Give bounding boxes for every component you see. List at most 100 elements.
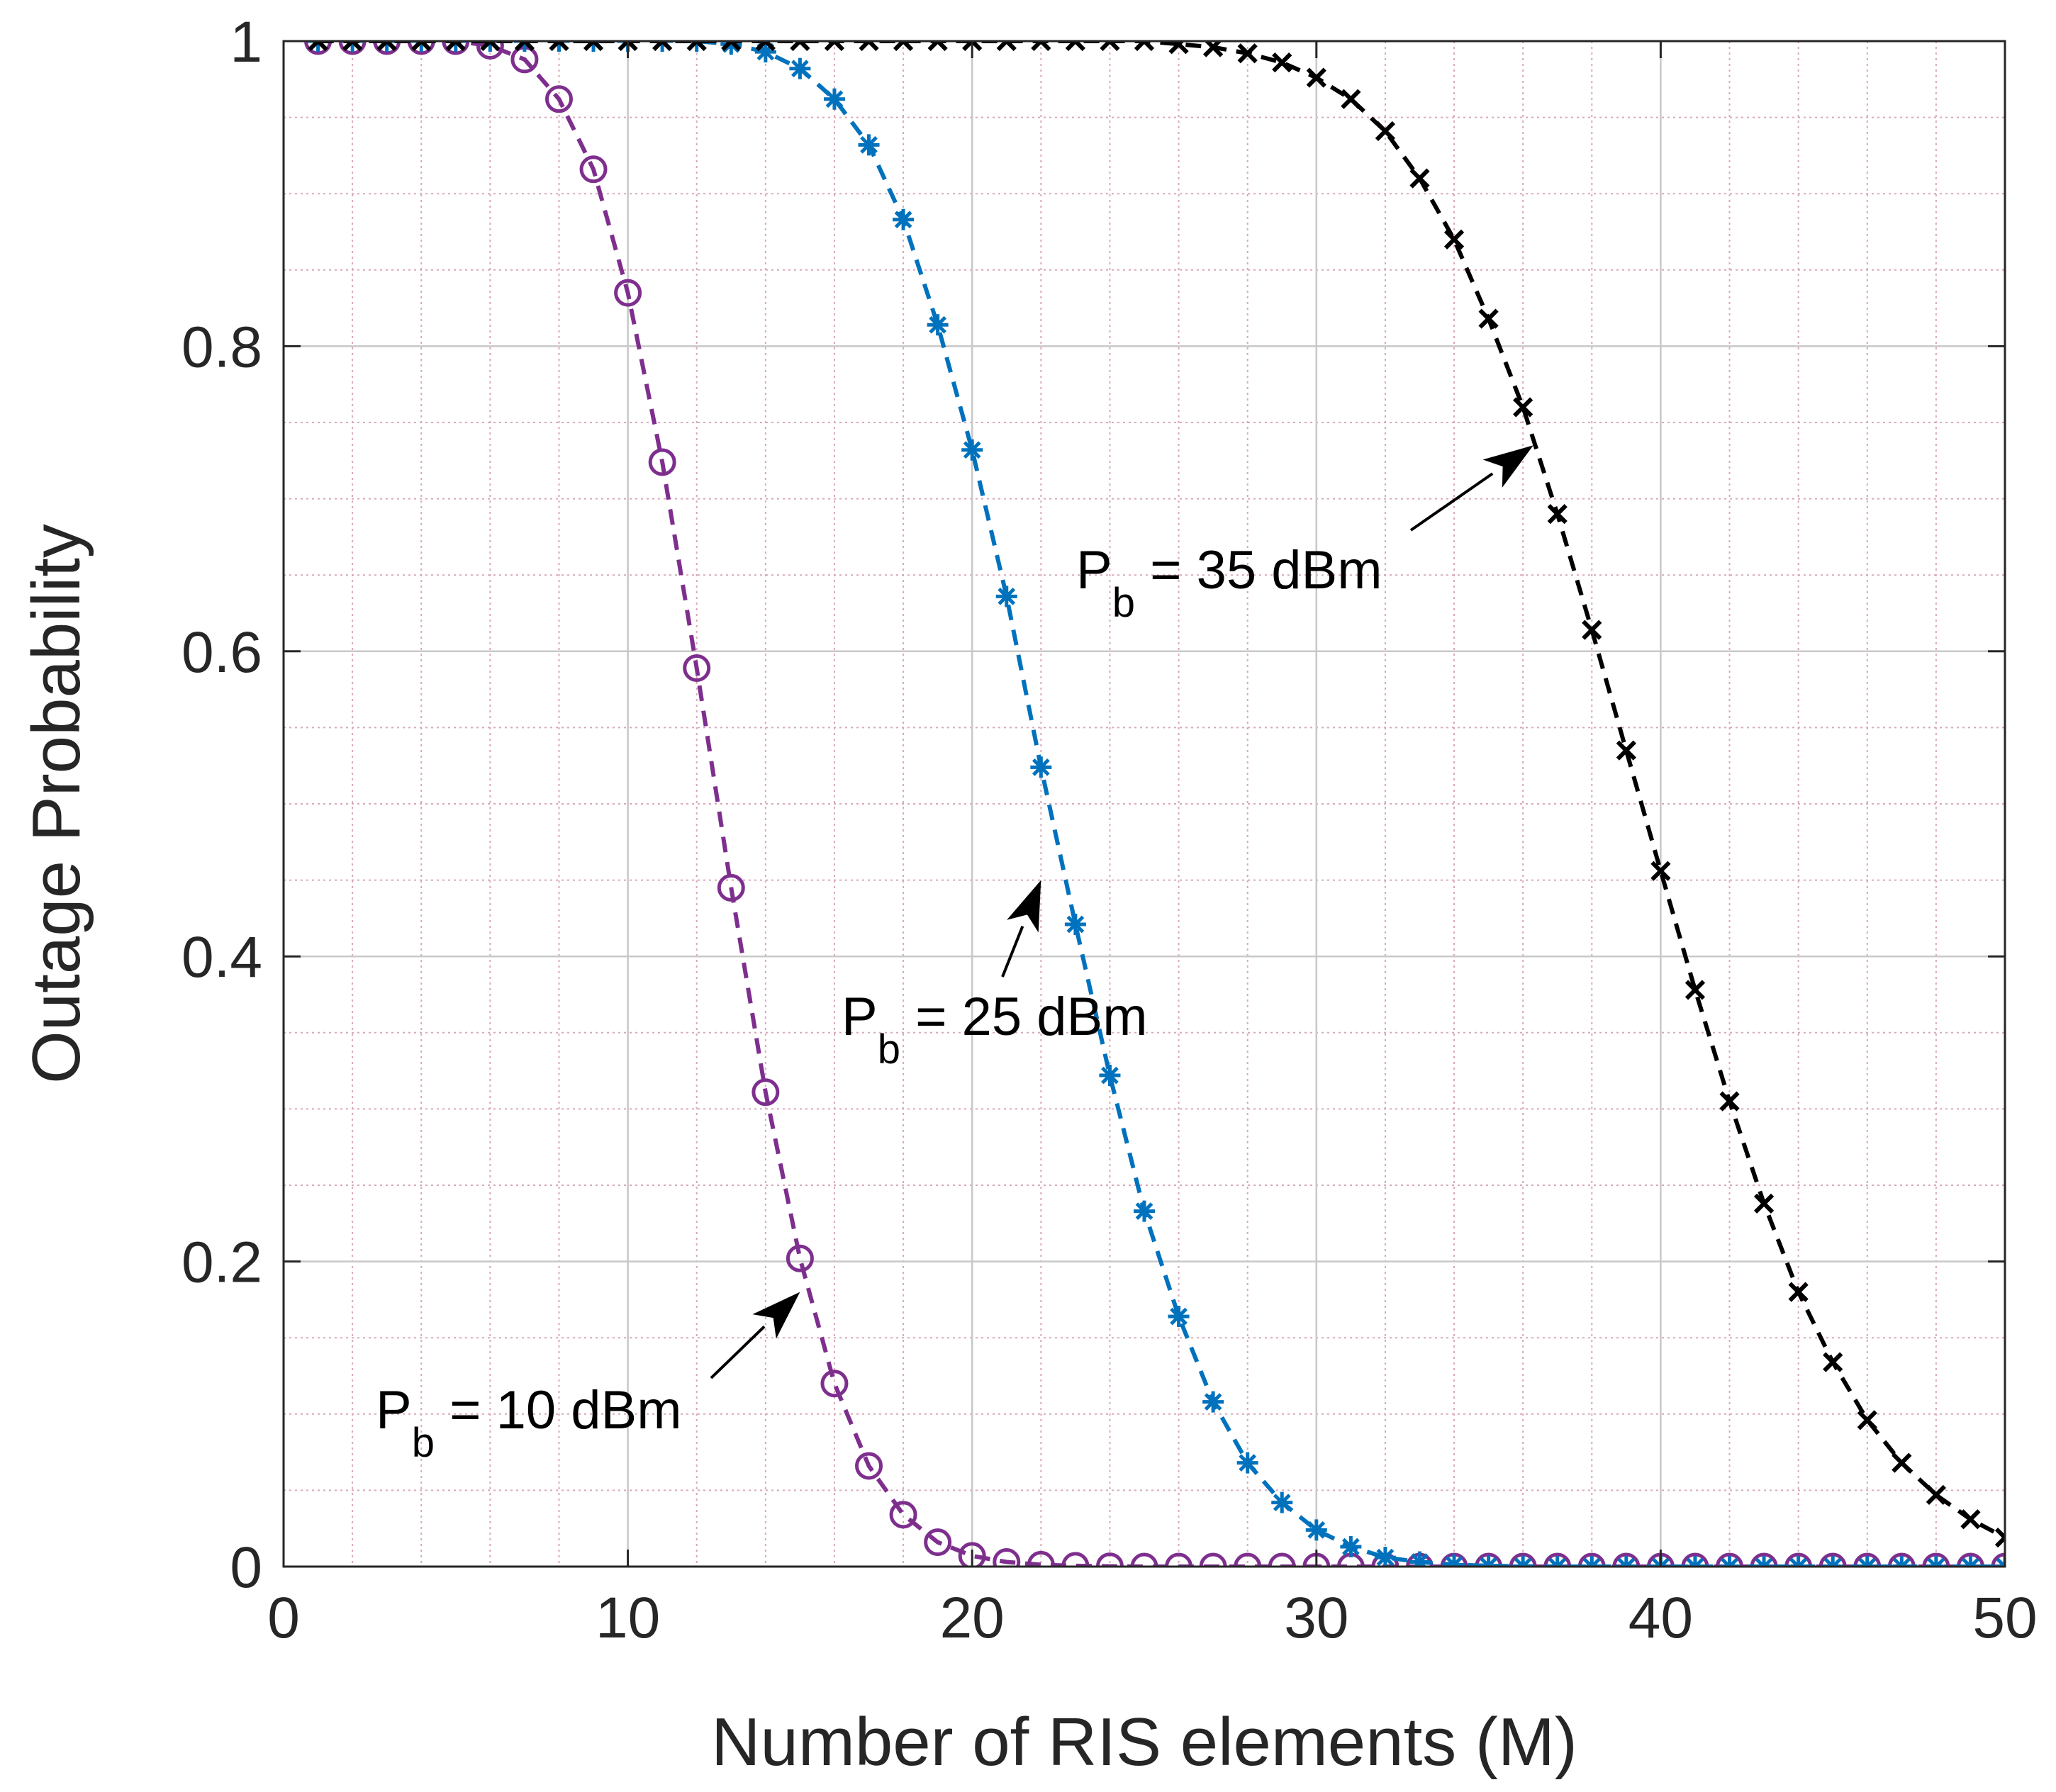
data-point — [304, 41, 333, 55]
data-point — [996, 41, 1017, 52]
data-point — [1271, 1491, 1293, 1513]
series-layer — [304, 41, 2005, 1567]
data-point — [858, 134, 880, 156]
x-axis-label: Number of RIS elements (M) — [711, 1704, 1577, 1780]
data-point — [958, 1542, 986, 1567]
data-point — [583, 41, 604, 52]
data-point — [614, 279, 642, 307]
data-point — [927, 314, 949, 336]
data-point — [993, 1548, 1021, 1567]
data-point — [549, 41, 569, 52]
data-point — [1475, 1552, 1503, 1567]
data-point — [1064, 914, 1086, 936]
ticks-layer — [282, 40, 2006, 1568]
data-point — [752, 1078, 780, 1107]
y-tick-label: 1 — [230, 10, 262, 74]
data-point — [789, 57, 811, 79]
data-point — [1409, 1551, 1431, 1567]
y-tick-label: 0.4 — [181, 925, 262, 990]
minor-grid — [284, 41, 2005, 1567]
data-point — [544, 85, 573, 113]
data-point — [1926, 1484, 1947, 1505]
annotation-1: Pb = 10 dBm — [376, 1292, 800, 1466]
y-tick-label: 0.8 — [181, 315, 262, 379]
x-tick-label: 40 — [1628, 1586, 1693, 1650]
data-point — [1375, 121, 1396, 142]
data-point — [1236, 1452, 1258, 1474]
data-point — [1234, 1552, 1262, 1567]
data-point — [1513, 397, 1533, 418]
data-point — [1719, 1091, 1740, 1111]
annotation-arrow-head — [1482, 445, 1533, 488]
data-point — [338, 41, 367, 55]
data-point — [1237, 43, 1258, 64]
annotation-main: P — [1076, 540, 1112, 600]
data-point — [720, 41, 742, 55]
annotation-subscript: b — [878, 1026, 900, 1073]
data-point — [1892, 1452, 1912, 1473]
data-point — [790, 41, 810, 52]
data-point — [476, 41, 504, 60]
annotation-rest: = 10 dBm — [435, 1380, 682, 1440]
data-point — [1443, 229, 1465, 250]
data-point — [1272, 52, 1292, 73]
data-point — [1478, 308, 1499, 329]
data-point — [648, 448, 676, 476]
data-point — [1788, 1282, 1809, 1302]
data-point — [652, 41, 673, 52]
series-line — [318, 41, 2005, 1567]
data-point — [855, 1452, 883, 1480]
data-point — [1509, 1552, 1537, 1567]
x-tick-label: 50 — [1972, 1586, 2037, 1650]
data-point — [1168, 41, 1189, 55]
data-point — [1100, 41, 1120, 52]
data-point — [1616, 740, 1636, 761]
data-point — [717, 873, 745, 902]
data-point — [1823, 1352, 1843, 1372]
data-point — [1960, 1509, 1981, 1530]
plot-background — [284, 41, 2005, 1567]
x-tick-label: 30 — [1284, 1586, 1348, 1650]
data-point — [823, 88, 845, 110]
data-point — [1753, 1193, 1775, 1214]
data-point — [1650, 861, 1671, 881]
data-point — [683, 654, 711, 682]
series-line — [318, 41, 2005, 1540]
data-point — [820, 1370, 849, 1398]
annotation-rest: = 25 dBm — [900, 987, 1148, 1047]
annotation-arrow-head — [752, 1292, 800, 1339]
data-point — [1612, 1552, 1641, 1567]
data-point — [1716, 1552, 1744, 1567]
y-tick-label: 0.6 — [181, 620, 262, 685]
data-point — [686, 41, 707, 52]
data-point — [1305, 1519, 1327, 1541]
data-point — [1130, 1552, 1158, 1567]
data-point — [995, 586, 1017, 607]
annotation-main: P — [842, 987, 878, 1047]
data-point — [1134, 1200, 1155, 1222]
annotation-arrow-shaft — [1001, 925, 1024, 978]
data-point — [407, 41, 435, 55]
annotation-main: P — [376, 1380, 412, 1440]
data-point — [1202, 1391, 1224, 1413]
data-point — [961, 439, 983, 461]
data-point — [480, 41, 501, 52]
data-point — [373, 41, 401, 55]
data-point — [824, 41, 845, 52]
data-point — [1543, 1552, 1572, 1567]
data-point — [1374, 1547, 1396, 1567]
data-point — [1818, 1552, 1847, 1567]
data-point — [514, 41, 535, 52]
annotation-arrow-shaft — [1409, 472, 1494, 532]
data-point — [376, 41, 397, 52]
annotation-subscript: b — [412, 1420, 435, 1466]
data-point — [1030, 756, 1052, 778]
data-point — [1341, 89, 1361, 109]
data-point — [1582, 620, 1602, 640]
data-point — [1853, 1552, 1882, 1567]
data-point — [1443, 1554, 1465, 1567]
data-point — [1857, 1410, 1877, 1430]
data-point — [1099, 1065, 1121, 1087]
